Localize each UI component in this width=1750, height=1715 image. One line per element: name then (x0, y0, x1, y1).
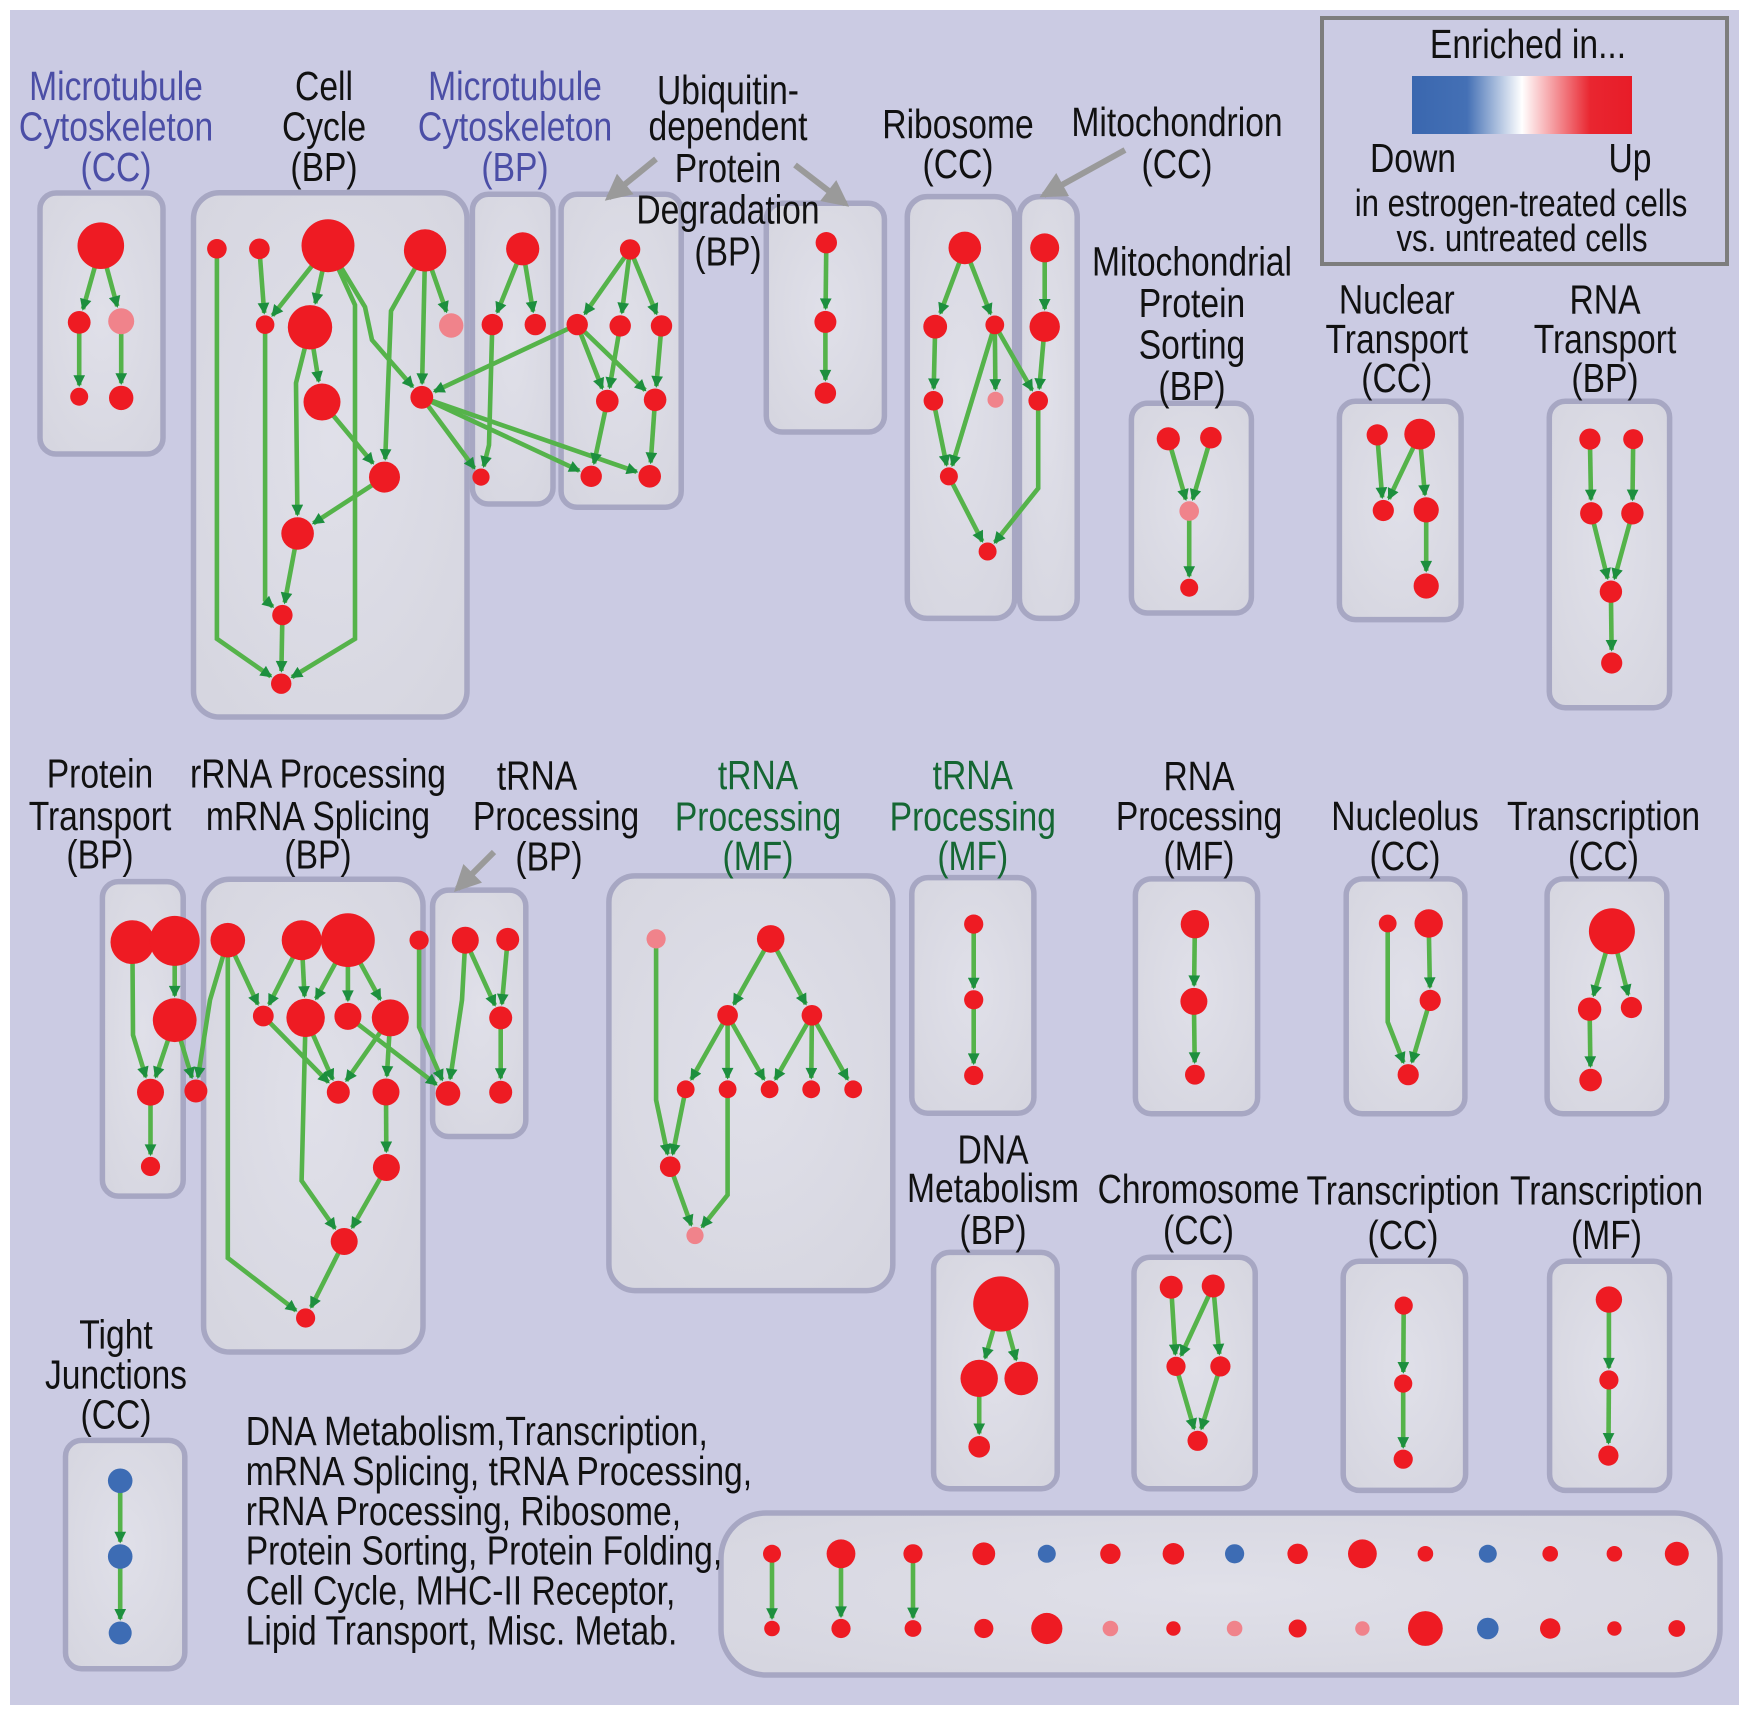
svg-text:(CC): (CC) (1142, 141, 1213, 187)
svg-text:(MF): (MF) (937, 833, 1008, 879)
svg-text:rRNA Processing, Ribosome,: rRNA Processing, Ribosome, (246, 1488, 681, 1534)
svg-text:DNA: DNA (958, 1126, 1030, 1172)
svg-text:DNA Metabolism,Transcription,: DNA Metabolism,Transcription, (246, 1408, 708, 1454)
svg-text:(BP): (BP) (515, 833, 582, 879)
svg-text:Cytoskeleton: Cytoskeleton (418, 104, 612, 150)
svg-text:(CC): (CC) (1568, 833, 1639, 879)
svg-text:tRNA: tRNA (933, 752, 1014, 798)
svg-text:Transport: Transport (1534, 316, 1677, 362)
svg-text:Protein: Protein (1139, 280, 1246, 326)
svg-text:Nuclear: Nuclear (1339, 277, 1455, 323)
svg-text:tRNA: tRNA (497, 753, 578, 799)
svg-text:Chromosome: Chromosome (1098, 1166, 1300, 1212)
svg-text:RNA: RNA (1164, 753, 1236, 799)
svg-text:mRNA Splicing, tRNA Processing: mRNA Splicing, tRNA Processing, (246, 1448, 752, 1494)
svg-text:Processing: Processing (1116, 793, 1282, 839)
svg-text:Microtubule: Microtubule (29, 63, 203, 109)
svg-text:Ribosome: Ribosome (882, 101, 1033, 147)
svg-text:Transport: Transport (1326, 316, 1469, 362)
svg-text:Protein: Protein (47, 751, 154, 797)
svg-text:Transcription: Transcription (1510, 1168, 1703, 1214)
svg-text:Enriched in...: Enriched in... (1430, 21, 1626, 67)
svg-text:Down: Down (1370, 135, 1456, 181)
svg-text:(CC): (CC) (81, 144, 152, 190)
svg-text:(CC): (CC) (1361, 355, 1432, 401)
svg-text:Tight: Tight (79, 1312, 153, 1358)
svg-text:Mitochondrial: Mitochondrial (1092, 238, 1292, 284)
svg-text:Processing: Processing (890, 793, 1056, 839)
svg-text:Junctions: Junctions (45, 1351, 187, 1397)
svg-text:Cytoskeleton: Cytoskeleton (19, 104, 213, 150)
svg-text:Metabolism: Metabolism (907, 1165, 1079, 1211)
svg-text:dependent: dependent (649, 103, 808, 149)
svg-text:Lipid Transport, Misc. Metab.: Lipid Transport, Misc. Metab. (246, 1608, 678, 1654)
svg-text:Transport: Transport (29, 793, 172, 839)
svg-text:Transcription: Transcription (1507, 793, 1700, 839)
svg-text:tRNA: tRNA (718, 752, 799, 798)
svg-text:Ubiquitin-: Ubiquitin- (657, 67, 799, 113)
svg-text:Cell Cycle, MHC-II Receptor,: Cell Cycle, MHC-II Receptor, (246, 1568, 676, 1614)
svg-text:vs. untreated cells: vs. untreated cells (1396, 218, 1647, 260)
svg-text:Sorting: Sorting (1139, 322, 1246, 368)
svg-text:RNA: RNA (1570, 277, 1642, 323)
svg-text:(BP): (BP) (1571, 355, 1638, 401)
svg-text:(BP): (BP) (481, 144, 548, 190)
svg-text:(MF): (MF) (1571, 1212, 1642, 1258)
svg-text:Processing: Processing (675, 793, 841, 839)
svg-text:Mitochondrion: Mitochondrion (1071, 99, 1282, 145)
svg-text:(BP): (BP) (284, 832, 351, 878)
svg-text:(MF): (MF) (1164, 833, 1235, 879)
svg-text:(CC): (CC) (1163, 1207, 1234, 1253)
svg-text:(CC): (CC) (1368, 1212, 1439, 1258)
svg-text:Cell: Cell (295, 63, 353, 109)
svg-text:(CC): (CC) (923, 141, 994, 187)
svg-text:rRNA Processing: rRNA Processing (190, 751, 446, 797)
svg-text:(MF): (MF) (723, 833, 794, 879)
svg-text:(BP): (BP) (959, 1207, 1026, 1253)
svg-text:mRNA Splicing: mRNA Splicing (206, 793, 430, 839)
svg-text:Processing: Processing (473, 793, 639, 839)
svg-text:Up: Up (1609, 135, 1652, 181)
svg-text:Microtubule: Microtubule (428, 63, 602, 109)
svg-text:in estrogen-treated cells: in estrogen-treated cells (1355, 183, 1688, 225)
svg-text:(CC): (CC) (81, 1392, 152, 1438)
svg-text:(BP): (BP) (290, 144, 357, 190)
svg-text:Transcription: Transcription (1306, 1168, 1499, 1214)
svg-text:Nucleolus: Nucleolus (1331, 793, 1479, 839)
svg-text:Protein: Protein (675, 145, 782, 191)
svg-text:Protein Sorting, Protein Foldi: Protein Sorting, Protein Folding, (246, 1528, 723, 1574)
svg-text:(BP): (BP) (1158, 363, 1225, 409)
svg-text:Degradation: Degradation (636, 187, 819, 233)
svg-text:(BP): (BP) (694, 228, 761, 274)
svg-text:(BP): (BP) (66, 832, 133, 878)
svg-text:Cycle: Cycle (282, 104, 366, 150)
svg-text:(CC): (CC) (1370, 833, 1441, 879)
